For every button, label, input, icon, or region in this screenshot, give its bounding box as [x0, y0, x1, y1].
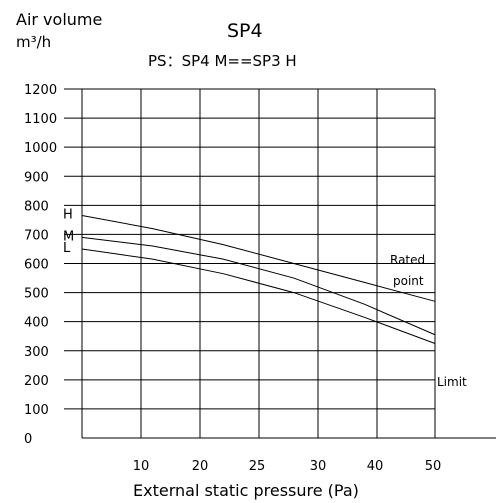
y-axis-title-line1: Air volume: [16, 10, 103, 29]
annotation-rated-line1: Rated: [390, 253, 425, 267]
series-label-h: H: [63, 208, 73, 223]
y-tick-label: 800: [24, 199, 49, 214]
series-line-h: [81, 215, 436, 302]
chart-subtitle: PS：SP4 M==SP3 H: [148, 52, 297, 70]
y-tick-label: 1100: [24, 112, 57, 127]
y-tick-label: 200: [24, 374, 49, 389]
x-tick-label: 50: [425, 459, 442, 474]
y-tick-label: 900: [24, 170, 49, 185]
x-tick-label: 25: [249, 459, 266, 474]
series-label-l: L: [63, 241, 71, 256]
y-axis-unit: m³/h: [16, 33, 52, 51]
x-tick-label: 10: [133, 459, 150, 474]
x-axis-title: External static pressure (Pa): [133, 481, 359, 500]
x-tick-label: 20: [192, 459, 209, 474]
y-tick-label: 300: [24, 345, 49, 360]
y-tick-label: 1200: [24, 83, 57, 98]
annotation-rated-line2: point: [393, 274, 424, 288]
series-label-m: M: [63, 229, 74, 244]
x-tick-label: 30: [310, 459, 327, 474]
x-tick-label: 40: [367, 459, 384, 474]
series-line-l: [81, 248, 436, 344]
chart-title: SP4: [227, 20, 263, 42]
y-tick-label: 1000: [24, 141, 57, 156]
y-tick-label: 400: [24, 316, 49, 331]
y-tick-label: 0: [24, 432, 32, 447]
y-tick-label: 100: [24, 403, 49, 418]
series-line-m: [81, 236, 436, 336]
y-tick-label: 600: [24, 258, 49, 273]
annotation-limit: Limit: [437, 375, 467, 389]
y-tick-label: 700: [24, 228, 49, 243]
y-tick-label: 500: [24, 287, 49, 302]
